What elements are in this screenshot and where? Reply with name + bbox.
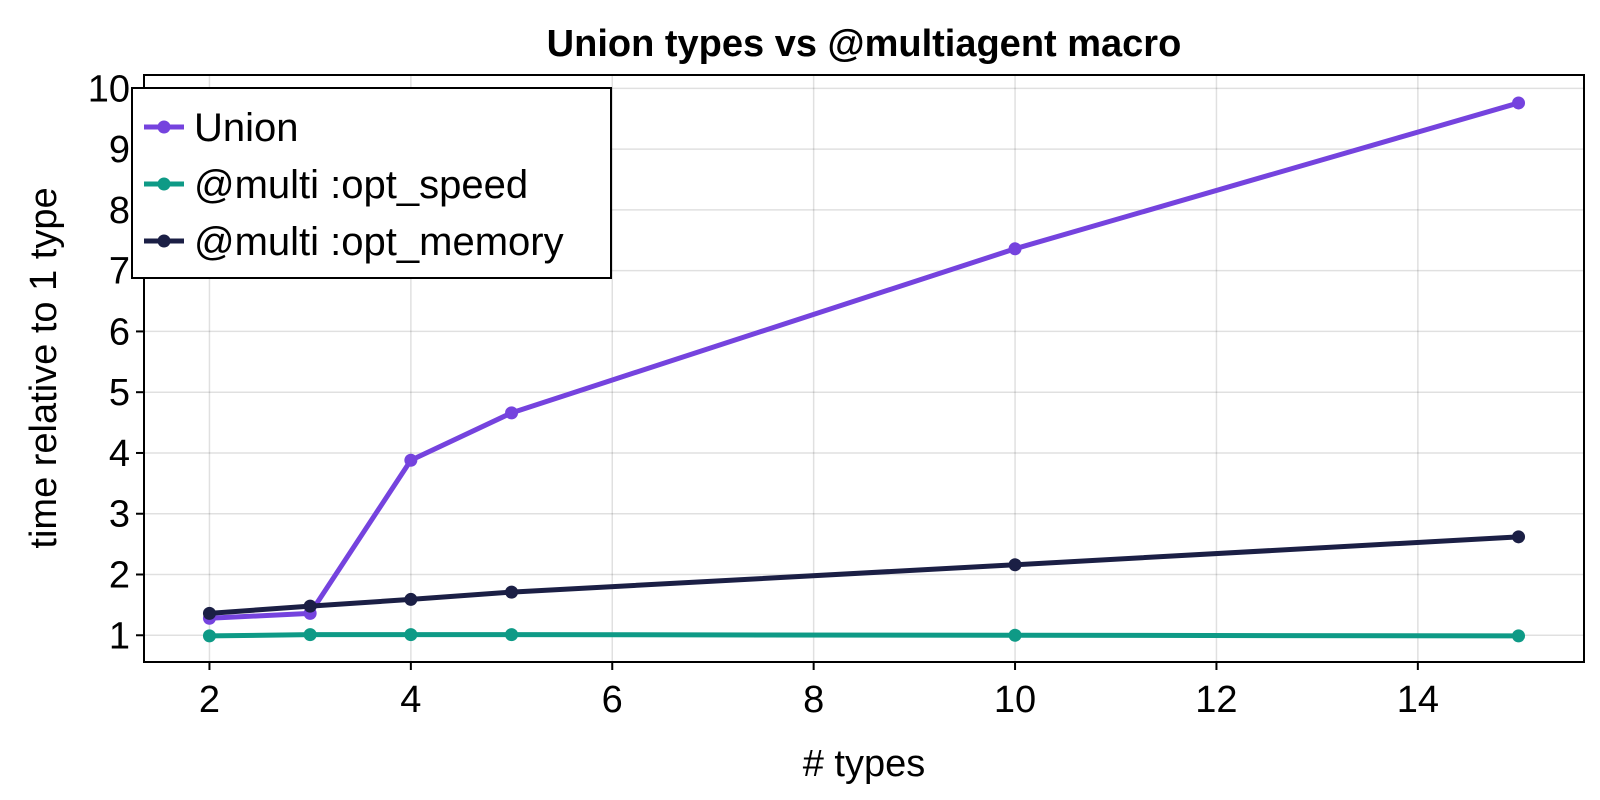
data-point bbox=[505, 628, 519, 642]
chart-title: Union types vs @multiagent macro bbox=[547, 23, 1182, 65]
x-tick-label: 14 bbox=[1397, 679, 1439, 721]
y-tick-label: 9 bbox=[109, 129, 130, 171]
legend: Union @multi :opt_speed @multi :opt_memory bbox=[131, 87, 612, 279]
series-group bbox=[202, 96, 1526, 643]
data-point bbox=[303, 628, 317, 642]
data-point bbox=[202, 606, 216, 620]
x-tick-label: 12 bbox=[1195, 679, 1237, 721]
x-tick-label: 2 bbox=[199, 679, 220, 721]
legend-swatch-marker bbox=[157, 120, 171, 134]
y-axis-label: time relative to 1 type bbox=[23, 187, 65, 548]
legend-item: Union bbox=[144, 106, 299, 150]
series-line bbox=[209, 100, 1520, 621]
legend-item: @multi :opt_memory bbox=[144, 220, 564, 264]
y-tick-label: 7 bbox=[109, 251, 130, 293]
data-point bbox=[202, 629, 216, 643]
series-line bbox=[209, 632, 1519, 639]
data-point bbox=[1008, 558, 1022, 572]
series-multi-opt-memory bbox=[202, 530, 1526, 620]
data-point bbox=[1008, 242, 1022, 256]
data-point bbox=[1512, 530, 1526, 544]
data-point bbox=[303, 599, 317, 613]
legend-box bbox=[131, 87, 612, 279]
data-point bbox=[505, 585, 519, 599]
legend-swatch-marker bbox=[157, 177, 171, 191]
data-point bbox=[404, 628, 418, 642]
data-point bbox=[404, 453, 418, 467]
legend-label: Union bbox=[194, 106, 299, 150]
x-tick-label: 6 bbox=[602, 679, 623, 721]
series-line bbox=[209, 534, 1519, 616]
data-point bbox=[1512, 96, 1526, 110]
y-tick-label: 1 bbox=[109, 615, 130, 657]
y-tick-label: 2 bbox=[109, 554, 130, 596]
data-point bbox=[505, 406, 519, 420]
legend-swatch-marker bbox=[157, 234, 171, 248]
data-point bbox=[404, 592, 418, 606]
x-tick-label: 4 bbox=[400, 679, 421, 721]
grid bbox=[144, 75, 1584, 662]
y-tick-label: 8 bbox=[109, 190, 130, 232]
legend-label: @multi :opt_memory bbox=[194, 220, 564, 264]
legend-item: @multi :opt_speed bbox=[144, 163, 528, 207]
y-tick-label: 6 bbox=[109, 311, 130, 353]
legend-label: @multi :opt_speed bbox=[194, 163, 528, 207]
data-point bbox=[1512, 629, 1526, 643]
x-axis-label: # types bbox=[803, 743, 926, 785]
data-point bbox=[1008, 628, 1022, 642]
y-tick-label: 10 bbox=[88, 68, 130, 110]
x-tick-label: 10 bbox=[994, 679, 1036, 721]
y-tick-label: 4 bbox=[109, 433, 130, 475]
y-tick-label: 5 bbox=[109, 372, 130, 414]
x-tick-label: 8 bbox=[803, 679, 824, 721]
y-tick-label: 3 bbox=[109, 494, 130, 536]
plot-frame bbox=[143, 74, 1585, 663]
series-multi-opt-speed bbox=[202, 628, 1526, 643]
